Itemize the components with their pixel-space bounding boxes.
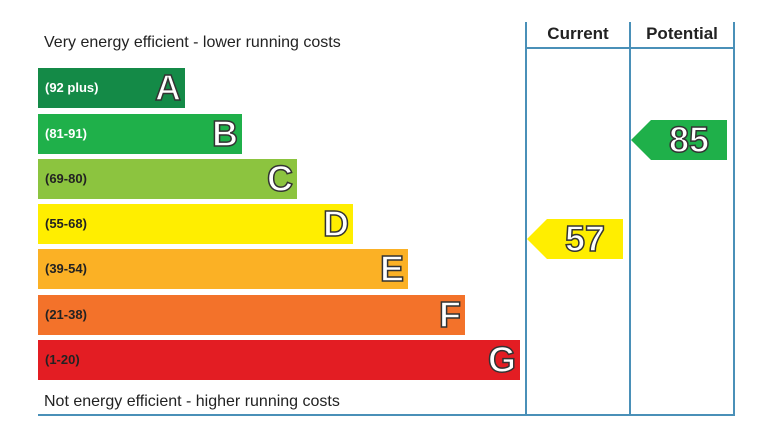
band-a: (92 plus) A bbox=[38, 68, 185, 108]
top-note: Very energy efficient - lower running co… bbox=[44, 34, 341, 51]
band-range-label: (55-68) bbox=[45, 216, 87, 231]
band-c: (69-80) C bbox=[38, 159, 297, 199]
potential-column-header: Potential bbox=[646, 24, 718, 43]
potential-rating-value: 85 bbox=[668, 119, 710, 160]
current-rating-value: 57 bbox=[564, 218, 606, 259]
potential-rating-arrow: 85 bbox=[631, 120, 727, 160]
band-g: (1-20) G bbox=[38, 340, 520, 380]
rating-arrow-shape bbox=[631, 120, 727, 160]
band-range-label: (21-38) bbox=[45, 307, 87, 322]
band-d: (55-68) D bbox=[38, 204, 353, 244]
band-letter: G bbox=[487, 339, 517, 380]
current-column-left-border bbox=[525, 22, 527, 416]
band-letter: D bbox=[322, 203, 350, 244]
band-f: (21-38) F bbox=[38, 295, 465, 335]
bottom-note: Not energy efficient - higher running co… bbox=[44, 393, 340, 410]
current-column-header: Current bbox=[547, 24, 609, 43]
band-range-label: (69-80) bbox=[45, 171, 87, 186]
potential-column-right-border bbox=[733, 22, 735, 416]
band-letter: F bbox=[438, 294, 462, 335]
chart-bottom-border bbox=[38, 414, 735, 416]
band-range-label: (1-20) bbox=[45, 352, 80, 367]
band-e: (39-54) E bbox=[38, 249, 408, 289]
band-letter: C bbox=[266, 158, 294, 199]
current-rating-arrow: 57 bbox=[527, 219, 623, 259]
band-b: (81-91) B bbox=[38, 114, 242, 154]
band-letter: E bbox=[379, 248, 405, 289]
band-range-label: (39-54) bbox=[45, 261, 87, 276]
band-letter: B bbox=[211, 113, 239, 154]
band-range-label: (81-91) bbox=[45, 126, 87, 141]
header-underline bbox=[525, 47, 735, 49]
column-divider bbox=[629, 22, 631, 416]
band-range-label: (92 plus) bbox=[45, 80, 99, 95]
rating-arrow-shape bbox=[527, 219, 623, 259]
band-letter: A bbox=[154, 67, 182, 108]
